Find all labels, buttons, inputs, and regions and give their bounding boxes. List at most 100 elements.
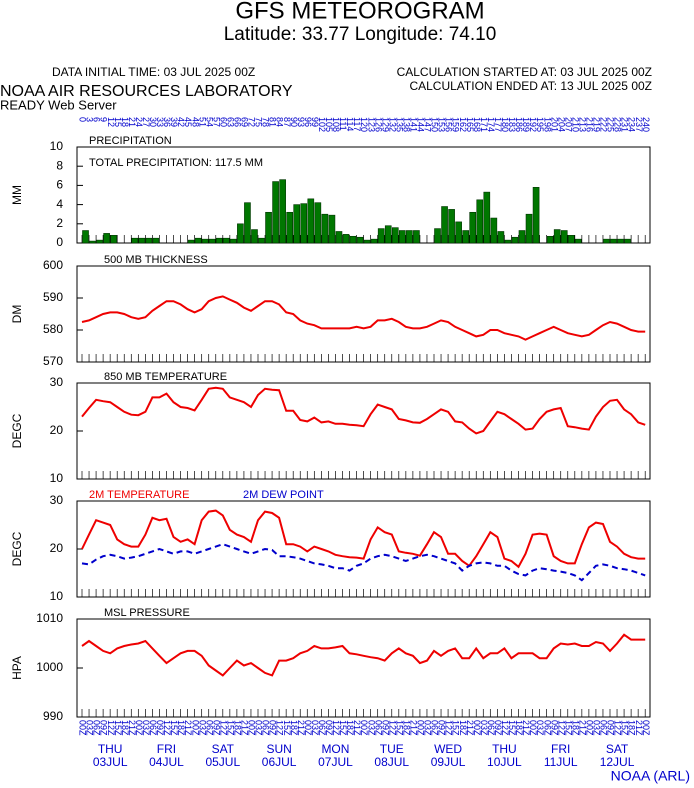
time-label: 12Z [275,720,285,736]
hour-label: 183 [507,117,517,132]
y-tick-label: 6 [56,178,63,192]
time-label: 21Z [127,720,137,736]
precip-bar [251,229,258,244]
time-label: 18Z [514,720,524,736]
time-label: 00Z [585,720,595,736]
y-axis-label: DM [10,305,24,324]
time-label: 03Z [197,720,207,736]
calc-started: CALCULATION STARTED AT: 03 JUL 2025 00Z [397,65,652,79]
time-label: 12Z [162,720,172,736]
y-tick-label: 10 [50,589,64,603]
precip-bar [574,238,582,244]
precip-bar [391,227,399,244]
hour-label: 9 [99,117,109,122]
time-label: 09Z [606,720,616,736]
hour-label: 192 [528,117,538,132]
precip-bar [258,237,265,244]
hour-label: 111 [338,117,348,131]
precip-bar [553,229,561,244]
precip-bar [603,238,610,244]
precip-bar [96,239,103,244]
precip-bar [145,237,153,244]
hour-label: 237 [634,117,644,132]
precip-bar [279,179,286,244]
time-label: 03Z [535,720,545,736]
hour-label: 24 [134,117,144,127]
precip-bar [215,237,223,244]
precip-bar [223,237,230,244]
hour-label: 96 [303,117,313,127]
precip-bar [187,239,195,244]
time-label: 15Z [338,720,348,736]
server: READY Web Server [0,97,117,112]
precip-bar [483,191,491,244]
hour-label: 234 [627,117,637,132]
time-label: 15Z [563,720,573,736]
time-label: 06Z [92,720,102,736]
precip-bar [201,238,209,244]
time-label: 06Z [542,720,552,736]
hour-label: 180 [500,117,510,132]
hour-label: 3 [85,117,95,122]
time-label: 12Z [387,720,397,736]
hour-label: 204 [556,117,566,132]
hour-label: 135 [394,117,404,132]
precip-bar [356,236,364,244]
time-label: 12Z [500,720,510,736]
time-label: 18Z [570,720,580,736]
time-label: 00Z [472,720,482,736]
precip-bar [476,199,484,244]
y-tick-label: 10 [50,139,64,153]
y-tick-label: 570 [43,354,63,368]
precip-bar [560,230,568,244]
annotation: TOTAL PRECIPITATION: 117.5 MM [89,157,263,169]
time-label: 03Z [479,720,489,736]
hour-label: 216 [585,117,595,132]
hour-label: 117 [352,117,362,131]
time-label: 03Z [366,720,376,736]
hour-label: 66 [233,117,243,127]
precip-bar [370,238,378,244]
precip-bar [497,231,505,244]
precip-bar [511,236,519,244]
panel-frame [76,500,651,598]
hour-label: 156 [444,117,454,132]
time-label: 21Z [521,720,531,736]
hour-label: 171 [479,117,489,132]
day-name: TUE [380,742,404,756]
time-label: 06Z [373,720,383,736]
precip-bar [377,228,385,244]
time-label: 21Z [577,720,587,736]
time-label: 21Z [352,720,362,736]
hour-label: 39 [169,117,179,127]
hour-label: 87 [282,117,292,127]
y-tick-label: 10 [50,471,64,485]
precip-bar [462,230,470,244]
time-label: 18Z [458,720,468,736]
precip-bar [434,228,441,244]
hour-label: 132 [387,117,397,132]
precip-bar [237,223,244,244]
time-label: 09Z [99,720,109,736]
precip-bar [103,233,110,244]
hour-label: 81 [268,117,278,127]
hour-label: 105 [324,117,334,132]
y-tick-label: 30 [50,375,64,389]
precip-bar [335,231,343,244]
day-date: 04JUL [149,755,184,769]
time-label: 09Z [437,720,447,736]
precip-bar [504,239,512,244]
time-label: 21Z [240,720,250,736]
precip-bar [342,234,350,244]
y-tick-label: 1010 [36,611,63,625]
time-label: 21Z [183,720,193,736]
y-tick-label: 20 [50,423,64,437]
time-label: 06Z [317,720,327,736]
hour-label: 228 [613,117,623,132]
hour-label: 174 [486,117,496,132]
day-date: 10JUL [487,755,522,769]
y-tick-label: 30 [50,493,64,507]
precip-bar [406,230,413,244]
hour-label: 153 [437,117,447,132]
precip-bar [398,230,406,244]
